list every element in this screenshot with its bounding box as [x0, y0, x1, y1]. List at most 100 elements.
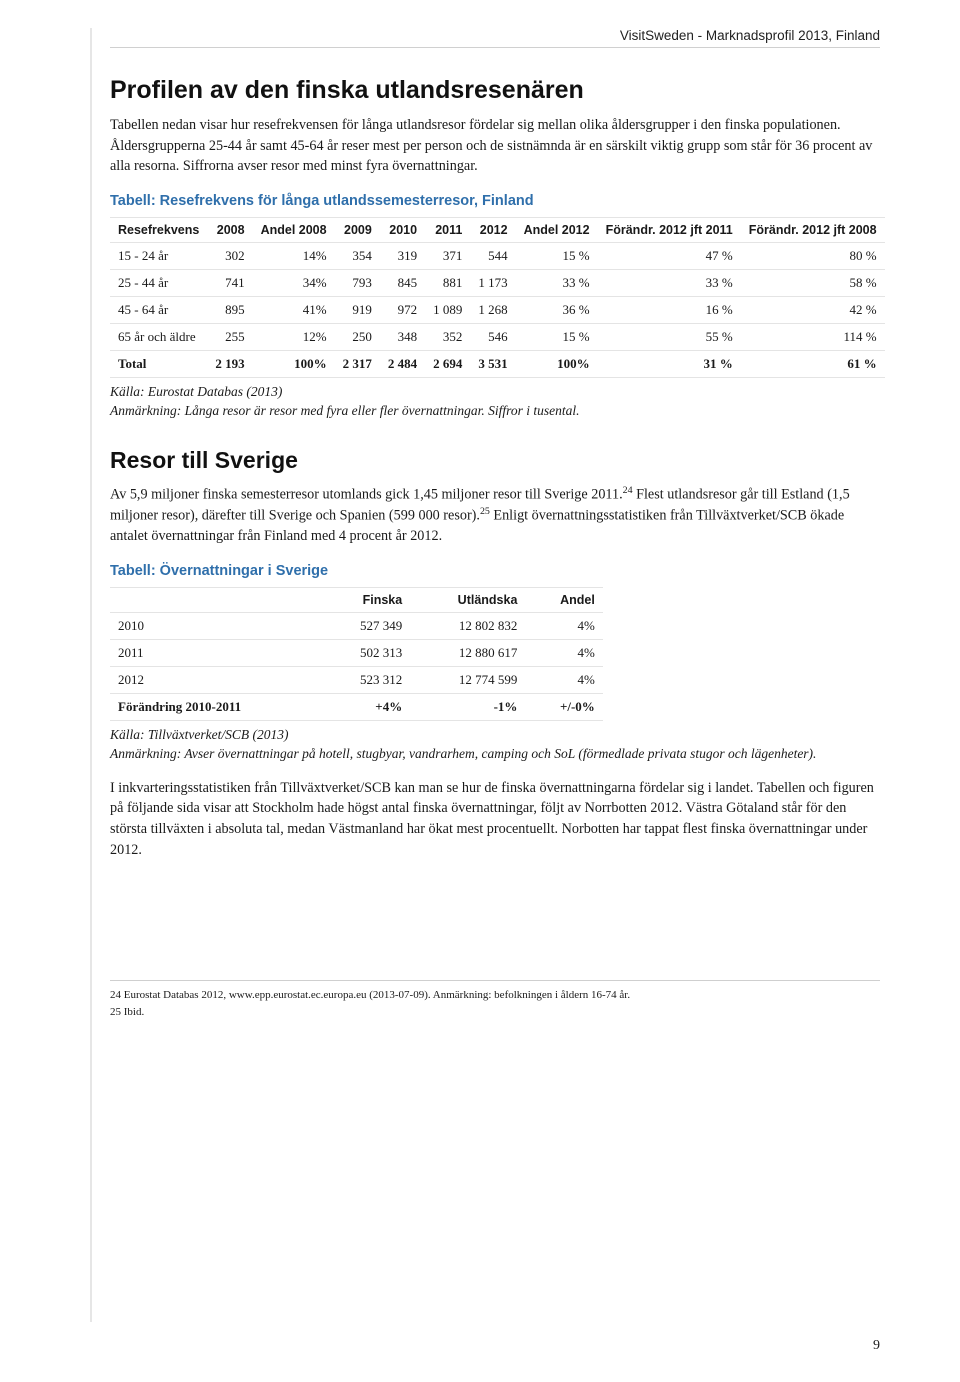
table-cell: 12 774 599 — [410, 666, 525, 693]
table-cell: 2012 — [110, 666, 322, 693]
footnote-25: 25 Ibid. — [110, 1004, 880, 1021]
table-cell: 100% — [253, 350, 335, 377]
table1-title: Tabell: Resefrekvens för långa utlandsse… — [110, 193, 880, 209]
table-row: 25 - 44 år74134%7938458811 17333 %33 %58… — [110, 269, 885, 296]
table-cell: 3 531 — [470, 350, 515, 377]
sverige-paragraph-1: Av 5,9 miljoner finska semesterresor uto… — [110, 484, 880, 547]
table-cell: 919 — [335, 296, 380, 323]
table-cell: 2010 — [110, 612, 322, 639]
page-number: 9 — [873, 1338, 880, 1354]
table-cell: 42 % — [741, 296, 885, 323]
table-cell: 1 089 — [425, 296, 470, 323]
table-cell: 14% — [253, 242, 335, 269]
table-cell: 352 — [425, 323, 470, 350]
table-cell: 31 % — [598, 350, 741, 377]
table1-note: Anmärkning: Långa resor är resor med fyr… — [110, 402, 880, 421]
table-cell: 12 880 617 — [410, 639, 525, 666]
table-row: 2011502 31312 880 6174% — [110, 639, 603, 666]
table1-h2: Andel 2008 — [253, 217, 335, 242]
footnote-ref-25: 25 — [480, 506, 490, 517]
table1-h8: Förändr. 2012 jft 2011 — [598, 217, 741, 242]
table-cell: 58 % — [741, 269, 885, 296]
table-cell: 1 173 — [470, 269, 515, 296]
table-cell: 845 — [380, 269, 425, 296]
table-cell: 354 — [335, 242, 380, 269]
table-cell: 4% — [525, 639, 602, 666]
table-cell: 16 % — [598, 296, 741, 323]
table-cell: 36 % — [516, 296, 598, 323]
table-cell: 100% — [516, 350, 598, 377]
table-cell: 793 — [335, 269, 380, 296]
footnote-24: 24 Eurostat Databas 2012, www.epp.eurost… — [110, 987, 880, 1004]
table-cell: 972 — [380, 296, 425, 323]
table1-h5: 2011 — [425, 217, 470, 242]
table-cell: 348 — [380, 323, 425, 350]
table-cell: 741 — [207, 269, 252, 296]
table1-source: Källa: Eurostat Databas (2013) — [110, 384, 880, 400]
table-cell: 15 % — [516, 323, 598, 350]
table-cell: 2 694 — [425, 350, 470, 377]
table-cell: 45 - 64 år — [110, 296, 207, 323]
table2-note: Anmärkning: Avser övernattningar på hote… — [110, 745, 880, 764]
table-resefrekvens: Resefrekvens 2008 Andel 2008 2009 2010 2… — [110, 217, 885, 378]
table-cell: 2 484 — [380, 350, 425, 377]
table2-title: Tabell: Övernattningar i Sverige — [110, 563, 880, 579]
table-overnattningar: Finska Utländska Andel 2010527 34912 802… — [110, 587, 603, 721]
table2-header-row: Finska Utländska Andel — [110, 587, 603, 612]
table-cell: 33 % — [598, 269, 741, 296]
left-margin-rule — [90, 28, 92, 1322]
table1-h7: Andel 2012 — [516, 217, 598, 242]
table-cell: 881 — [425, 269, 470, 296]
p1-part-a: Av 5,9 miljoner finska semesterresor uto… — [110, 486, 623, 502]
table-cell: 34% — [253, 269, 335, 296]
footnote-ref-24: 24 — [623, 485, 633, 496]
table-row: 15 - 24 år30214%35431937154415 %47 %80 % — [110, 242, 885, 269]
table1-h1: 2008 — [207, 217, 252, 242]
table-row: 2010527 34912 802 8324% — [110, 612, 603, 639]
table2-h0 — [110, 587, 322, 612]
table-row: 2012523 31212 774 5994% — [110, 666, 603, 693]
section-title-profile: Profilen av den finska utlandsresenären — [110, 76, 880, 105]
table-cell: 80 % — [741, 242, 885, 269]
table1-h0: Resefrekvens — [110, 217, 207, 242]
table-cell: 15 % — [516, 242, 598, 269]
table-cell: 4% — [525, 666, 602, 693]
table1-h3: 2009 — [335, 217, 380, 242]
table-cell: 544 — [470, 242, 515, 269]
table-cell: 523 312 — [322, 666, 411, 693]
table-cell: 55 % — [598, 323, 741, 350]
table-cell: 1 268 — [470, 296, 515, 323]
table-cell: 895 — [207, 296, 252, 323]
table-cell: 4% — [525, 612, 602, 639]
table2-source: Källa: Tillväxtverket/SCB (2013) — [110, 727, 880, 743]
table-cell: 12% — [253, 323, 335, 350]
table2-h3: Andel — [525, 587, 602, 612]
table-cell: Förändring 2010-2011 — [110, 693, 322, 720]
table-cell: 2 193 — [207, 350, 252, 377]
table1-header-row: Resefrekvens 2008 Andel 2008 2009 2010 2… — [110, 217, 885, 242]
section-title-sverige: Resor till Sverige — [110, 447, 880, 474]
table-row: 45 - 64 år89541%9199721 0891 26836 %16 %… — [110, 296, 885, 323]
page-header: VisitSweden - Marknadsprofil 2013, Finla… — [110, 28, 880, 48]
table-cell: 61 % — [741, 350, 885, 377]
table-cell: 250 — [335, 323, 380, 350]
table2-h2: Utländska — [410, 587, 525, 612]
table-cell: 255 — [207, 323, 252, 350]
footnotes: 24 Eurostat Databas 2012, www.epp.eurost… — [110, 980, 880, 1020]
table-cell: 25 - 44 år — [110, 269, 207, 296]
table-cell: 319 — [380, 242, 425, 269]
table-cell: -1% — [410, 693, 525, 720]
table-cell: 65 år och äldre — [110, 323, 207, 350]
table-cell: 33 % — [516, 269, 598, 296]
table-row: 65 år och äldre25512%25034835254615 %55 … — [110, 323, 885, 350]
table-cell: 114 % — [741, 323, 885, 350]
table-cell: 502 313 — [322, 639, 411, 666]
table-cell: 302 — [207, 242, 252, 269]
table1-h6: 2012 — [470, 217, 515, 242]
table-cell: 527 349 — [322, 612, 411, 639]
table-cell: +4% — [322, 693, 411, 720]
table-cell: 15 - 24 år — [110, 242, 207, 269]
table2-h1: Finska — [322, 587, 411, 612]
table-cell: 546 — [470, 323, 515, 350]
table-cell: +/-0% — [525, 693, 602, 720]
